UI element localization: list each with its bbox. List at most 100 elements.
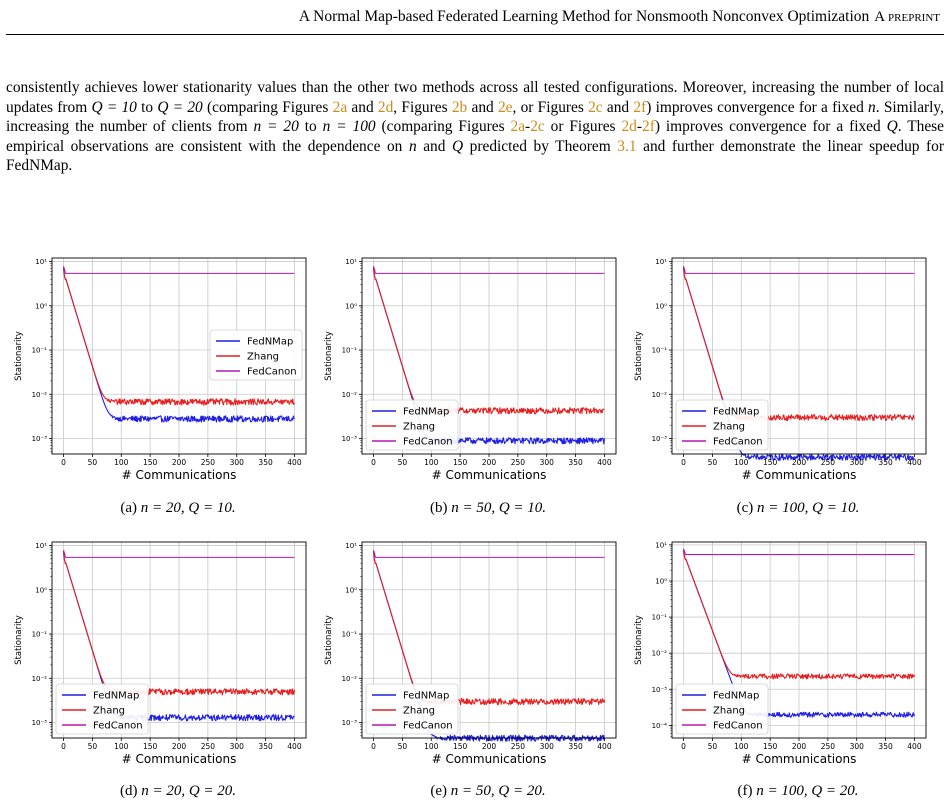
stationarity-chart: 0 50 100 150 200 250 300 350 400 10⁻³ 10⁻² 10⁻¹ 10⁰ 1… — [14, 257, 307, 482]
y-tick-label: 10⁻¹ — [342, 347, 358, 355]
series-line-zhang — [373, 267, 605, 415]
y-tick-label: 10⁻³ — [342, 719, 358, 727]
x-tick-label: 150 — [453, 458, 468, 467]
figure-ref-link[interactable]: 2c — [530, 118, 545, 135]
x-tick-label: 50 — [398, 742, 408, 751]
y-tick-label: 10⁻² — [652, 650, 668, 658]
x-tick-label: 0 — [371, 742, 376, 751]
stationarity-chart: 0 50 100 150 200 250 300 350 400 10⁻³ 10⁻² 10⁻¹ 10⁰ 1… — [14, 541, 307, 766]
x-tick-label: 200 — [792, 458, 807, 467]
y-tick-label: 10⁻¹ — [342, 631, 358, 639]
x-tick-label: 250 — [821, 458, 836, 467]
page-header: A Normal Map-based Federated Learning Me… — [0, 6, 950, 28]
header-tag: A preprint — [874, 8, 940, 25]
y-tick-label: 10⁰ — [345, 586, 357, 594]
figure-ref-link[interactable]: 2b — [451, 98, 468, 116]
x-tick-label: 200 — [172, 458, 187, 467]
x-tick-label: 200 — [482, 458, 497, 467]
x-tick-label: 100 — [114, 742, 129, 751]
x-tick-label: 300 — [850, 458, 865, 467]
figure-ref-link[interactable]: 2a — [510, 118, 526, 135]
body-paragraph: consistently achieves lower stationarity… — [6, 79, 945, 174]
x-tick-label: 400 — [597, 742, 612, 751]
x-axis-label: # Communications — [122, 468, 237, 482]
x-tick-label: 300 — [540, 742, 555, 751]
y-tick-label: 10⁻⁴ — [652, 722, 668, 730]
figure-panel-f: 0 50 100 150 200 250 300 350 400 10⁻⁴ 10⁻³ 10⁻² 10⁻¹… — [628, 538, 928, 770]
x-tick-label: 350 — [258, 742, 273, 751]
grid — [52, 258, 306, 454]
y-axis-label: Stationarity — [634, 615, 644, 665]
x-tick-label: 300 — [230, 458, 245, 467]
x-tick-label: 100 — [734, 742, 749, 751]
legend-box — [675, 399, 769, 451]
legend-label: FedCanon — [403, 721, 453, 732]
figure-panel-e: 0 50 100 150 200 250 300 350 400 10⁻³ 10⁻² 10⁻¹ 10⁰ 1… — [318, 538, 618, 770]
x-tick-label: 400 — [287, 458, 302, 467]
y-tick-label: 10⁻² — [342, 675, 358, 683]
theorem-ref-link[interactable]: 3.1 — [617, 137, 637, 155]
figure-ref-link[interactable]: 2e — [497, 98, 513, 116]
x-tick-label: 250 — [201, 742, 216, 751]
x-tick-label: 400 — [597, 458, 612, 467]
x-tick-label: 100 — [424, 742, 439, 751]
y-tick-label: 10⁻¹ — [32, 631, 48, 639]
legend: FedNMap Zhang FedCanon — [675, 683, 769, 735]
x-axis-label: # Communications — [432, 752, 547, 766]
figure-ref-link[interactable]: 2f — [642, 118, 655, 135]
legend-label: FedCanon — [713, 721, 763, 732]
figure-ref-link[interactable]: 2d — [377, 98, 394, 116]
legend-label: FedNMap — [247, 337, 293, 348]
x-axis-label: # Communications — [122, 752, 237, 766]
x-tick-label: 200 — [482, 742, 497, 751]
figure-caption-f: (f) n = 100, Q = 20. — [737, 783, 859, 799]
legend-label: Zhang — [713, 422, 745, 433]
legend-box — [209, 329, 303, 381]
x-tick-label: 50 — [88, 458, 98, 467]
legend-label: FedNMap — [403, 407, 449, 418]
x-tick-label: 350 — [878, 742, 893, 751]
stationarity-chart: 0 50 100 150 200 250 300 350 400 10⁻³ 10⁻² 10⁻¹ 10⁰ 1… — [324, 541, 617, 766]
y-tick-label: 10⁻² — [32, 675, 48, 683]
y-tick-label: 10⁰ — [345, 302, 357, 310]
x-tick-label: 150 — [763, 458, 778, 467]
x-tick-label: 200 — [792, 742, 807, 751]
y-axis-label: Stationarity — [324, 331, 334, 381]
y-tick-label: 10⁻¹ — [652, 347, 668, 355]
x-tick-label: 400 — [907, 742, 922, 751]
legend-label: FedNMap — [713, 691, 759, 702]
stationarity-chart: 0 50 100 150 200 250 300 350 400 10⁻³ 10⁻² 10⁻¹ 10⁰ 1… — [634, 257, 927, 482]
y-tick-label: 10⁻³ — [32, 435, 48, 443]
x-tick-label: 350 — [258, 458, 273, 467]
x-tick-label: 50 — [708, 458, 718, 467]
grid — [362, 258, 616, 454]
x-tick-label: 100 — [114, 458, 129, 467]
legend-label: Zhang — [247, 352, 279, 363]
y-tick-label: 10⁰ — [35, 302, 47, 310]
x-tick-label: 350 — [568, 458, 583, 467]
series-line-zhang — [63, 551, 295, 696]
x-tick-label: 400 — [287, 742, 302, 751]
x-tick-label: 0 — [371, 458, 376, 467]
y-tick-label: 10⁰ — [655, 302, 667, 310]
legend-label: Zhang — [713, 706, 745, 717]
legend-label: FedCanon — [713, 437, 763, 448]
stationarity-chart: 0 50 100 150 200 250 300 350 400 10⁻³ 10⁻² 10⁻¹ 10⁰ 1… — [324, 257, 617, 482]
series-line-fedcanon — [683, 548, 915, 556]
figure-caption-e: (e) n = 50, Q = 20. — [430, 783, 546, 799]
legend-label: FedNMap — [403, 691, 449, 702]
legend: FedNMap Zhang FedCanon — [55, 683, 149, 735]
figure-ref-link[interactable]: 2c — [588, 98, 603, 116]
legend: FedNMap Zhang FedCanon — [365, 683, 459, 735]
y-tick-label: 10¹ — [655, 258, 667, 266]
figure-ref-link[interactable]: 2a — [332, 98, 348, 116]
figure-caption-d: (d) n = 20, Q = 20. — [119, 783, 237, 799]
y-tick-label: 10⁻¹ — [652, 614, 668, 622]
y-tick-label: 10⁻³ — [32, 719, 48, 727]
series-line-fedcanon — [373, 550, 605, 558]
figure-ref-link[interactable]: 2f — [633, 98, 647, 116]
x-tick-label: 250 — [821, 742, 836, 751]
figure-ref-link[interactable]: 2d — [621, 118, 637, 135]
series-line-fednmap — [63, 551, 295, 722]
legend-label: FedNMap — [93, 691, 139, 702]
